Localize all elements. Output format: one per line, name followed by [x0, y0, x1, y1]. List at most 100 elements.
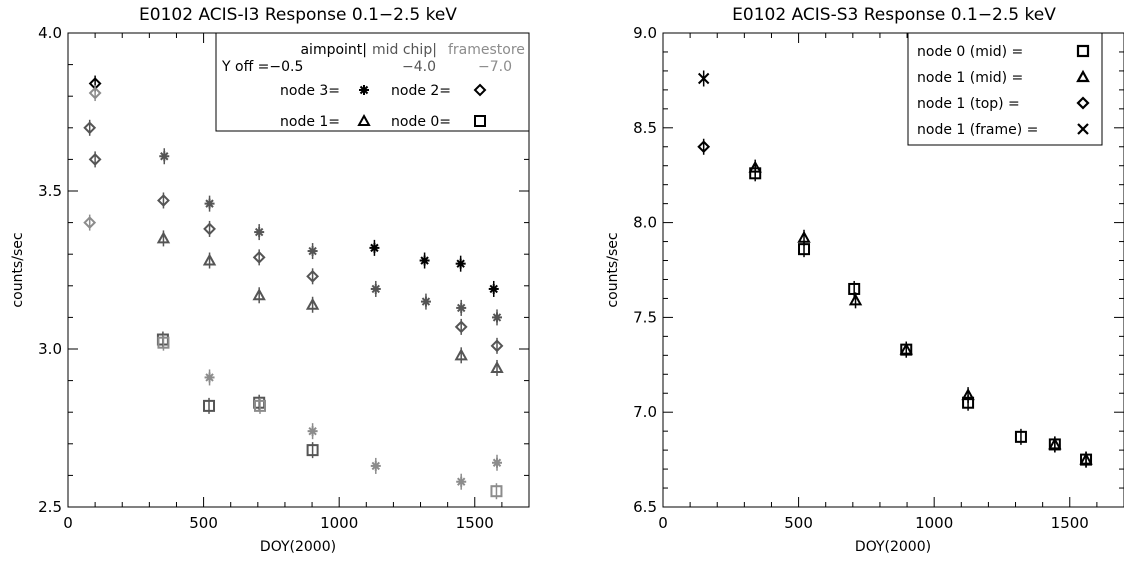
chart-i3-y-axis-label: counts/sec	[10, 232, 26, 307]
chart-i3-point-asterisk	[307, 246, 318, 257]
chart-s3-x-axis-label: DOY(2000)	[855, 539, 931, 555]
chart-i3-point-diamond	[490, 339, 504, 353]
chart-s3-x-tick-label: 1000	[915, 514, 953, 532]
chart-s3-y-tick-label: 9.0	[633, 24, 657, 42]
chart-i3-point-square	[490, 485, 503, 498]
chart-s3-plot-frame	[662, 32, 1124, 508]
chart-i3-point-diamond	[83, 216, 97, 230]
chart-i3-point-asterisk	[254, 227, 265, 238]
chart-i3-point-asterisk	[420, 296, 431, 307]
legend-yoff-aimpoint: Y off =−0.5	[221, 59, 303, 75]
chart-i3-point-diamond	[454, 320, 468, 334]
chart-s3-point-diamond	[697, 140, 711, 154]
chart-s3-y-tick-label: 6.5	[633, 498, 657, 516]
legend-header-framestore: framestore	[448, 42, 525, 58]
legend-s3-entry-2-label: node 1 (top) =	[917, 96, 1020, 112]
chart-i3-point-diamond	[252, 250, 266, 264]
chart-i3-point-asterisk	[456, 476, 467, 487]
legend-diamond-icon	[473, 83, 487, 97]
chart-s3-point-triangle	[1048, 437, 1062, 450]
chart-i3-point-asterisk	[488, 283, 499, 294]
chart-i3-point-asterisk	[369, 242, 380, 253]
legend-s3-triangle-icon	[1076, 69, 1090, 83]
chart-s3-y-tick-label: 7.0	[633, 403, 657, 421]
chart-i3-point-diamond	[88, 86, 102, 100]
legend-header-aimpoint: aimpoint|	[300, 42, 367, 58]
chart-s3-point-square	[1014, 430, 1027, 443]
chart-i3-point-asterisk	[370, 283, 381, 294]
chart-s3-legend-box	[907, 32, 1103, 146]
chart-i3-point-asterisk	[159, 151, 170, 162]
chart-i3-x-tick-label: 1500	[456, 514, 494, 532]
chart-s3-point-triangle	[748, 160, 762, 173]
chart-i3-point-asterisk	[419, 255, 430, 266]
legend-yoff-mid-chip: −4.0	[402, 59, 436, 75]
chart-i3-point-asterisk	[492, 312, 503, 323]
legend-node2-label: node 2=	[391, 83, 451, 99]
legend-s3-square-icon	[1076, 44, 1090, 58]
chart-s3-x-tick-label: 0	[658, 514, 668, 532]
chart-i3-point-asterisk	[204, 372, 215, 383]
chart-i3-point-diamond	[88, 152, 102, 166]
legend-s3-entry-3-label: node 1 (frame) =	[917, 122, 1038, 138]
chart-s3-point-x	[697, 72, 710, 85]
chart-i3-point-diamond	[306, 269, 320, 283]
chart-i3: E0102 ACIS-I3 Response 0.1−2.5 keV DOY(2…	[10, 5, 530, 555]
chart-s3-point-triangle	[797, 230, 811, 243]
chart-i3-point-diamond	[157, 194, 170, 207]
chart-s3-y-tick-label: 8.5	[633, 119, 657, 137]
chart-i3-x-tick-label: 0	[63, 514, 73, 532]
legend-node0-label: node 0=	[391, 114, 451, 130]
chart-i3-title: E0102 ACIS-I3 Response 0.1−2.5 keV	[139, 5, 457, 25]
chart-i3-x-axis-label: DOY(2000)	[260, 539, 336, 555]
chart-i3-point-square	[306, 444, 319, 457]
chart-s3-legend-markers	[1076, 44, 1090, 135]
chart-i3-point-triangle	[454, 348, 468, 361]
chart-i3-point-square	[203, 399, 216, 412]
legend-node1-label: node 1=	[280, 114, 340, 130]
chart-s3-legend: node 0 (mid) = node 1 (mid) = node 1 (to…	[907, 32, 1103, 146]
legend-triangle-icon	[357, 113, 371, 126]
chart-s3-title: E0102 ACIS-S3 Response 0.1−2.5 keV	[732, 5, 1056, 25]
chart-s3-y-axis-label: counts/sec	[605, 232, 621, 307]
chart-i3-y-tick-label: 4.0	[38, 24, 62, 42]
legend-header-mid-chip: mid chip|	[372, 42, 437, 58]
chart-s3-x-tick-label: 500	[784, 514, 813, 532]
chart-s3-points	[697, 70, 1093, 468]
chart-i3-legend-box	[215, 32, 530, 132]
chart-s3-x-tick-label: 1500	[1051, 514, 1089, 532]
legend-s3-diamond-icon	[1076, 96, 1090, 110]
legend-asterisk-icon	[359, 85, 369, 95]
chart-i3-point-square	[157, 336, 170, 349]
chart-i3-point-asterisk	[370, 460, 381, 471]
chart-s3-y-tick-label: 7.5	[633, 308, 657, 326]
chart-i3-point-asterisk	[455, 258, 466, 269]
chart-i3-y-tick-label: 2.5	[38, 498, 62, 516]
chart-i3-legend: aimpoint| mid chip| framestore Y off =−0…	[215, 32, 530, 132]
chart-i3-y-tick-label: 3.5	[38, 182, 62, 200]
legend-node3-label: node 3=	[280, 83, 340, 99]
chart-i3-x-tick-label: 1000	[320, 514, 358, 532]
chart-i3-y-tick-label: 3.0	[38, 340, 62, 358]
chart-i3-point-triangle	[156, 231, 171, 244]
chart-s3-y-tick-label: 8.0	[633, 214, 657, 232]
chart-i3-point-diamond	[83, 121, 97, 135]
chart-i3-point-triangle	[490, 360, 504, 373]
chart-s3-point-triangle	[961, 388, 975, 401]
chart-i3-point-square	[253, 399, 266, 412]
chart-i3-point-asterisk	[204, 198, 215, 209]
chart-s3-point-triangle	[1079, 452, 1093, 465]
chart-s3-point-square	[848, 282, 861, 295]
chart-i3-point-diamond	[203, 222, 216, 236]
chart-i3-x-tick-label: 500	[189, 514, 218, 532]
chart-i3-legend-markers	[357, 83, 487, 127]
legend-square-icon	[474, 115, 486, 127]
chart-i3-point-triangle	[202, 253, 217, 266]
chart-i3-point-asterisk	[492, 457, 503, 468]
chart-i3-point-asterisk	[456, 302, 467, 313]
legend-s3-x-icon	[1077, 123, 1089, 135]
chart-i3-points	[83, 75, 504, 500]
chart-s3: E0102 ACIS-S3 Response 0.1−2.5 keV DOY(2…	[605, 5, 1124, 555]
chart-i3-point-triangle	[252, 288, 266, 301]
